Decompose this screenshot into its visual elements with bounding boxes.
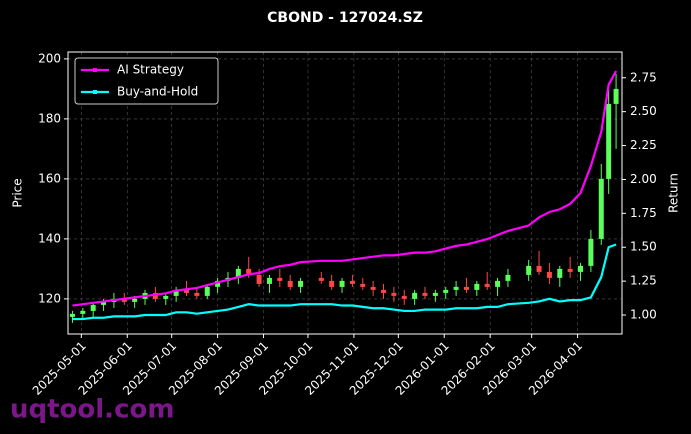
watermark: uqtool.com bbox=[10, 395, 174, 425]
legend-label: Buy-and-Hold bbox=[117, 85, 198, 99]
candle-body bbox=[567, 268, 573, 272]
return-line bbox=[72, 243, 617, 321]
candle-body bbox=[381, 289, 387, 293]
candle-body bbox=[184, 289, 190, 293]
candle-body bbox=[298, 280, 304, 287]
candle-body bbox=[546, 271, 552, 278]
y-tick-label: 160 bbox=[38, 171, 61, 185]
candle-body bbox=[277, 277, 283, 281]
candle-body bbox=[401, 295, 407, 299]
candle-body bbox=[235, 268, 241, 278]
y2-tick-label: 1.50 bbox=[630, 240, 657, 254]
candle-body bbox=[266, 277, 272, 284]
candle-body bbox=[194, 292, 200, 296]
legend-marker bbox=[93, 90, 97, 94]
candle-body bbox=[557, 268, 563, 278]
candle-body bbox=[101, 301, 107, 305]
y2-tick-label: 2.25 bbox=[630, 138, 657, 152]
y-tick-label: 140 bbox=[38, 231, 61, 245]
candle-body bbox=[484, 283, 490, 287]
candle-body bbox=[287, 280, 293, 287]
candle-body bbox=[588, 238, 594, 266]
candle-body bbox=[453, 286, 459, 290]
candle-body bbox=[132, 298, 138, 302]
y2-tick-label: 2.50 bbox=[630, 104, 657, 118]
candle-body bbox=[246, 268, 252, 275]
legend-marker bbox=[93, 68, 97, 72]
y2-tick-label: 1.00 bbox=[630, 308, 657, 322]
candle-body bbox=[204, 286, 210, 296]
y-axis-label: Price bbox=[11, 178, 25, 207]
legend: AI Strategy Buy-and-Hold bbox=[74, 57, 219, 105]
candle-body bbox=[598, 178, 604, 239]
y2-tick-label: 2.00 bbox=[630, 172, 657, 186]
y-tick-label: 200 bbox=[38, 51, 61, 65]
y-tick-label: 120 bbox=[38, 291, 61, 305]
candle-body bbox=[121, 298, 127, 302]
candle-body bbox=[474, 283, 480, 290]
return-line bbox=[72, 70, 618, 307]
candle-body bbox=[90, 304, 96, 311]
y2-tick-label: 1.25 bbox=[630, 274, 657, 288]
y2-axis-label: Return bbox=[667, 173, 681, 213]
y-tick-label: 180 bbox=[38, 111, 61, 125]
candle-body bbox=[152, 292, 158, 299]
candle-body bbox=[422, 292, 428, 296]
candle-body bbox=[69, 313, 75, 317]
y2-tick-label: 1.75 bbox=[630, 206, 657, 220]
candle-body bbox=[536, 265, 542, 272]
candle-body bbox=[606, 103, 612, 179]
candle-body bbox=[463, 286, 469, 290]
candle-body bbox=[80, 310, 86, 314]
candle-body bbox=[495, 280, 501, 287]
candle-body bbox=[360, 283, 366, 287]
candle-body bbox=[526, 265, 532, 275]
candle-body bbox=[215, 280, 221, 287]
candle-body bbox=[613, 88, 619, 104]
candle-body bbox=[339, 280, 345, 287]
candle-body bbox=[370, 286, 376, 290]
chart-title: CBOND - 127024.SZ bbox=[267, 10, 423, 26]
candle-body bbox=[412, 292, 418, 299]
candle-body bbox=[505, 274, 511, 281]
candle-body bbox=[329, 280, 335, 287]
candle-body bbox=[391, 292, 397, 296]
plot-frame bbox=[67, 51, 623, 335]
candle-body bbox=[318, 277, 324, 281]
legend-box bbox=[74, 57, 219, 105]
candle-body bbox=[578, 265, 584, 272]
candle-body bbox=[173, 289, 179, 296]
y2-tick-label: 2.75 bbox=[630, 70, 657, 84]
candle-body bbox=[432, 292, 438, 296]
candle-body bbox=[163, 295, 169, 299]
legend-label: AI Strategy bbox=[117, 63, 184, 77]
candle-body bbox=[443, 289, 449, 293]
candle-body bbox=[349, 280, 355, 284]
candle-body bbox=[256, 274, 262, 284]
